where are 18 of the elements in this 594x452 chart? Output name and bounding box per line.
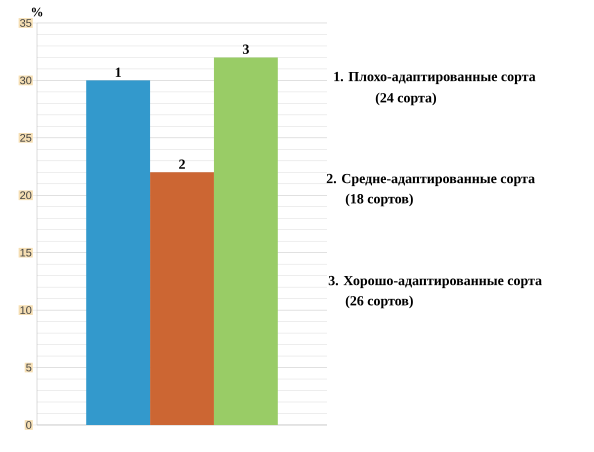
text: (24 сорта) — [376, 92, 436, 106]
y-tick-label: 25 — [20, 134, 32, 142]
y-tick-label: 30 — [20, 76, 32, 84]
y-tick-label: 5 — [26, 364, 32, 372]
y-tick-label: 10 — [20, 306, 32, 314]
y-tick-label: 15 — [20, 248, 32, 257]
y-axis-title: % — [32, 8, 42, 16]
text: 1. Плохо-адаптированные сорта — [334, 72, 536, 84]
text: (18 сортов) — [346, 194, 413, 206]
y-tick-label: 35 — [20, 19, 32, 27]
text: 1 — [116, 68, 121, 77]
text: (26 сортов) — [346, 296, 413, 308]
text: 2 — [179, 160, 185, 169]
y-tick-label: 0 — [26, 421, 32, 429]
text: 3 — [242, 44, 249, 54]
text: 3. Хорошо-адаптированные сорта — [328, 276, 542, 288]
annotation: 2. Средне-адаптированные сорта — [326, 174, 535, 186]
y-tick-label: 20 — [20, 191, 32, 200]
